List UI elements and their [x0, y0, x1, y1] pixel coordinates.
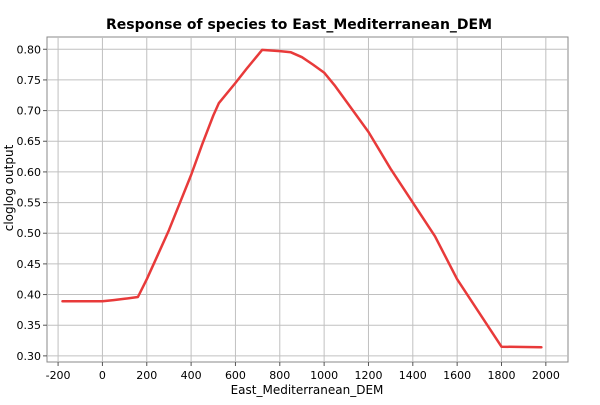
series-line — [61, 48, 543, 349]
y-tick-label: 0.65 — [17, 135, 42, 148]
y-tick-label: 0.60 — [17, 166, 42, 179]
series-layer — [61, 48, 543, 349]
x-tick-label: 200 — [136, 369, 157, 382]
ticks: -200 0 200 400 600 800 1000 1200 1400 1600 1800 200… — [17, 43, 560, 382]
y-tick-label: 0.80 — [17, 43, 42, 56]
x-tick-label: 1400 — [399, 369, 427, 382]
y-tick-label: 0.45 — [17, 258, 42, 271]
x-tick-label: 600 — [225, 369, 246, 382]
x-tick-label: 400 — [181, 369, 202, 382]
y-tick-label: 0.70 — [17, 105, 42, 118]
x-tick-label: 1000 — [310, 369, 338, 382]
grid — [47, 37, 568, 362]
x-tick-label: 0 — [99, 369, 106, 382]
y-tick-label: 0.50 — [17, 227, 42, 240]
y-tick-label: 0.40 — [17, 289, 42, 302]
y-tick-label: 0.75 — [17, 74, 42, 87]
chart-title: Response of species to East_Mediterranea… — [106, 17, 492, 33]
x-tick-label: 800 — [269, 369, 290, 382]
x-axis-label: East_Mediterranean_DEM — [231, 383, 384, 397]
x-tick-label: -200 — [46, 369, 71, 382]
x-tick-label: 2000 — [532, 369, 560, 382]
x-tick-label: 1600 — [443, 369, 471, 382]
y-axis-label: cloglog output — [2, 144, 16, 231]
x-tick-label: 1200 — [354, 369, 382, 382]
plot-area — [46, 36, 569, 363]
y-tick-label: 0.30 — [17, 350, 42, 363]
y-tick-label: 0.55 — [17, 197, 42, 210]
y-tick-label: 0.35 — [17, 319, 42, 332]
x-tick-label: 1800 — [487, 369, 515, 382]
